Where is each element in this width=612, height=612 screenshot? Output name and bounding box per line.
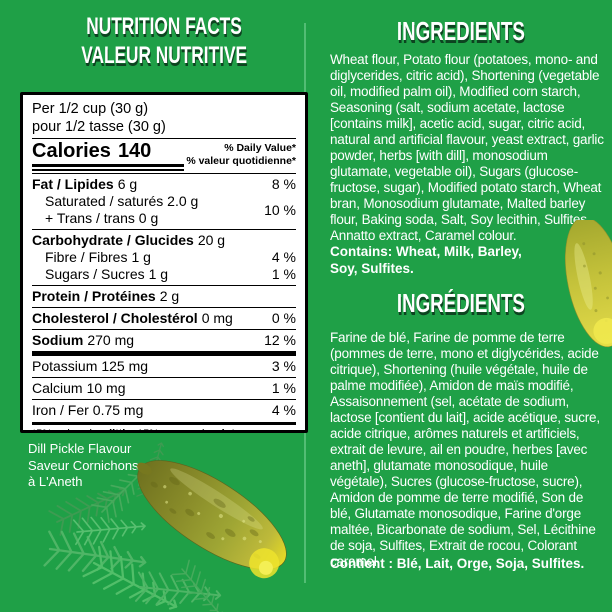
flavour-line-en: Dill Pickle Flavour (28, 441, 132, 456)
daily-value-en: % Daily Value* (224, 142, 296, 154)
daily-value-fr: % valeur quotidienne* (186, 154, 296, 167)
ingredients-title-fr: INGRÉDIENTS (397, 288, 525, 318)
rule (32, 399, 296, 400)
footnote-en: *5% or less is a little, 15% or more is … (32, 428, 296, 430)
nutrition-facts-title-fr: VALEUR NUTRITIVE (81, 42, 247, 69)
nutrient-row-cholesterol: Cholesterol / Cholestérol 0 mg 0 % (32, 310, 296, 326)
nutrition-facts-title-en: NUTRITION FACTS (86, 13, 242, 40)
rule (32, 307, 296, 308)
flavour-caption: Dill Pickle Flavour Saveur Cornichons à … (28, 441, 139, 491)
serving-size-en: Per 1/2 cup (30 g) (32, 101, 149, 117)
daily-value-heading: % Daily Value* % valeur quotidienne* (186, 142, 296, 167)
nutrient-row-fibre: Fibre / Fibres 1 g 4 % (45, 249, 296, 265)
pickle-image (43, 439, 287, 612)
gherkin-right-icon (565, 220, 612, 348)
nutrient-row-carbohydrate: Carbohydrate / Glucides 20 g (32, 232, 226, 248)
medium-rule (32, 422, 296, 425)
nutrient-row-calcium: Calcium 10 mg 1 % (32, 380, 296, 396)
nutrient-row-fat: Fat / Lipides 6 g 8 % (32, 176, 296, 192)
thick-rule (32, 351, 296, 356)
ingredients-body-en: Wheat flour, Potato flour (potatoes, mon… (330, 52, 604, 243)
calories-value: 140 (117, 140, 152, 162)
serving-size-fr: pour 1/2 tasse (30 g) (32, 119, 166, 135)
flavour-line-fr2: à L'Aneth (28, 474, 83, 489)
nutrition-facts-title: NUTRITION FACTS VALEUR NUTRITIVE (20, 12, 308, 70)
flavour-line-fr1: Saveur Cornichons (28, 457, 139, 473)
rule (32, 229, 296, 230)
gherkin-icon (137, 460, 287, 579)
calories-label: Calories (32, 140, 111, 162)
nutrient-row-sodium: Sodium 270 mg 12 % (32, 332, 296, 348)
nutrient-row-iron: Iron / Fer 0.75 mg 4 % (32, 402, 296, 418)
calories-underline (32, 164, 184, 171)
ingredients-body-fr: Farine de blé, Farine de pomme de terre … (330, 330, 600, 569)
pickle-edge-image (565, 220, 612, 348)
rule (32, 138, 296, 139)
rule (32, 329, 296, 330)
rule (32, 173, 296, 174)
rule (32, 285, 296, 286)
calories-block: Calories 140 (32, 141, 184, 171)
daily-value-footnote: *5% or less is a little, 15% or more is … (32, 428, 296, 430)
ingredients-title-en: INGREDIENTS (397, 16, 525, 46)
rule (32, 377, 296, 378)
nutrient-row-saturated-trans: Saturated / saturés 2.0 g + Trans / tran… (45, 193, 296, 226)
nutrition-facts-panel: Per 1/2 cup (30 g) pour 1/2 tasse (30 g)… (20, 92, 308, 433)
calories-row: Calories 140 % Daily Value* % valeur quo… (32, 141, 296, 171)
nutrient-row-potassium: Potassium 125 mg 3 % (32, 358, 296, 374)
ingredients-contains-fr: Contient : Blé, Lait, Orge, Soja, Sulfit… (330, 556, 585, 571)
nutrient-row-protein: Protein / Protéines 2 g (32, 288, 180, 304)
ingredients-contains-en: Contains: Wheat, Milk, Barley, Soy, Sulf… (330, 244, 522, 276)
nutrient-row-sugars: Sugars / Sucres 1 g 1 % (45, 266, 296, 282)
